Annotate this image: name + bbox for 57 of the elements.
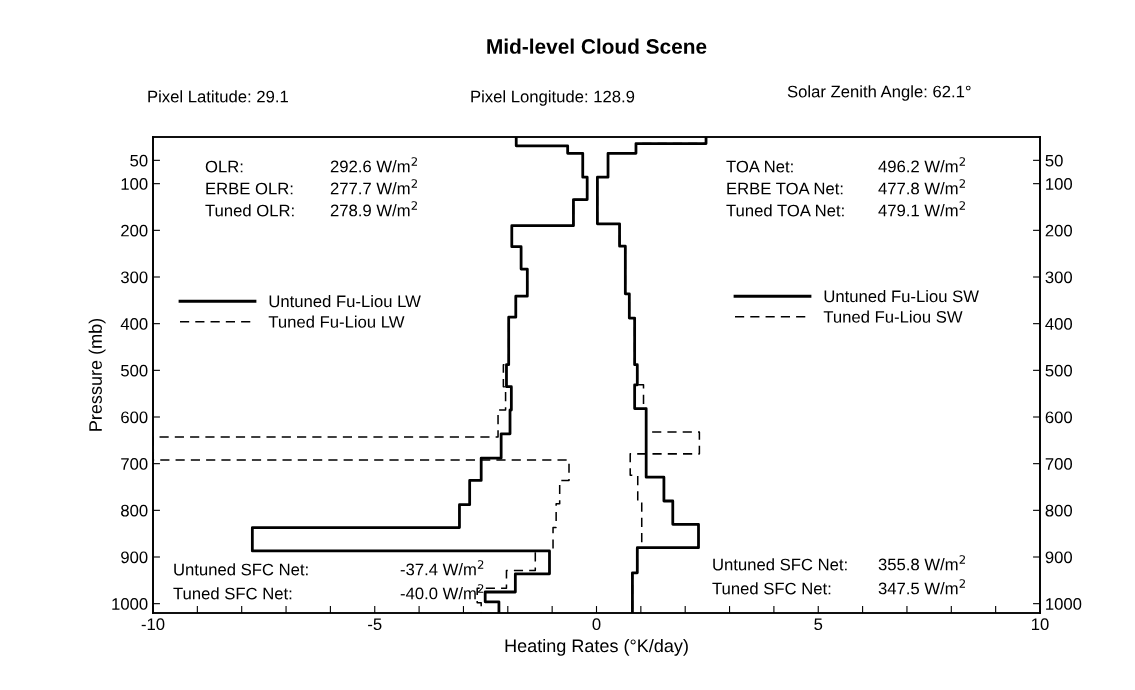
- legend-label: Tuned Fu-Liou SW: [823, 310, 963, 323]
- y-tick-label: 100: [121, 178, 148, 190]
- annotation: 355.8 W/m$^{2}$: [878, 555, 965, 571]
- annotation: 479.1 W/m$^{2}$: [878, 201, 965, 217]
- text: Pixel Longitude: 128.9: [471, 90, 635, 106]
- y2-tick-label: 500: [1045, 364, 1073, 377]
- y-axis-title: Pressure (mb): [88, 318, 106, 431]
- legend-label: Untuned Fu-Liou SW: [824, 290, 979, 303]
- y-tick-label: 200: [121, 224, 148, 237]
- chart-title: Mid-level Cloud Scene: [487, 38, 707, 54]
- annotation: 292.6 W/m$^{2}$: [330, 157, 417, 173]
- y-tick-label: 300: [120, 271, 148, 284]
- annotation: Untuned SFC Net:: [713, 558, 847, 571]
- annotation: 278.9 W/m$^{2}$: [330, 201, 417, 217]
- y2-tick-label: 900: [1045, 551, 1073, 564]
- y2-tick-label: 300: [1045, 271, 1073, 284]
- annotation: TOA Net:: [726, 160, 793, 173]
- x-tick-label: 0: [592, 618, 601, 631]
- y-tick-label: 1000: [112, 598, 148, 610]
- annotation: -40.0 W/m$^{2}$: [400, 584, 484, 600]
- annotation: ERBE OLR:: [206, 182, 293, 195]
- y2-tick-label: 50: [1045, 154, 1063, 167]
- x-tick-label: -10: [141, 618, 165, 631]
- annotation: Tuned SFC Net:: [173, 587, 292, 600]
- annotation: Tuned SFC Net:: [712, 582, 831, 595]
- x-tick-label: -5: [368, 618, 382, 631]
- y-tick-label: 400: [120, 318, 148, 330]
- y-tick-label: 50: [130, 154, 148, 167]
- text: Solar Zenith Angle: 62.1°: [787, 85, 971, 101]
- annotation: -37.4 W/m$^{2}$: [400, 560, 484, 576]
- annotation: Untuned SFC Net:: [174, 563, 308, 576]
- y-tick-label: 700: [121, 458, 148, 470]
- y2-tick-label: 600: [1045, 411, 1073, 424]
- legend-label: Untuned Fu-Liou LW: [269, 295, 421, 308]
- x-axis-title: Heating Rates (°K/day): [505, 638, 688, 656]
- y2-tick-label: 100: [1046, 178, 1073, 190]
- x-tick-label: 10: [1032, 618, 1049, 631]
- y2-tick-label: 200: [1045, 224, 1073, 237]
- annotation: ERBE TOA Net:: [727, 182, 843, 195]
- annotation: 347.5 W/m$^{2}$: [878, 579, 965, 595]
- y-tick-label: 800: [121, 504, 148, 517]
- annotation: 277.7 W/m$^{2}$: [330, 179, 417, 195]
- annotation: 496.2 W/m$^{2}$: [878, 157, 965, 173]
- y2-tick-label: 400: [1045, 318, 1073, 330]
- annotation: 477.8 W/m$^{2}$: [878, 179, 965, 195]
- legend-label: Tuned Fu-Liou LW: [268, 315, 405, 328]
- y2-tick-label: 700: [1045, 458, 1073, 470]
- text: Pixel Latitude: 29.1: [148, 90, 288, 103]
- y-tick-label: 500: [121, 364, 148, 377]
- y2-tick-label: 800: [1045, 504, 1073, 517]
- x-tick-label: 5: [814, 618, 823, 631]
- annotation: Tuned OLR:: [205, 204, 294, 217]
- y2-tick-label: 1000: [1046, 598, 1082, 610]
- y-tick-label: 600: [121, 411, 148, 424]
- y-tick-label: 900: [121, 551, 148, 564]
- annotation: Tuned TOA Net:: [726, 204, 844, 217]
- annotation: OLR:: [205, 160, 243, 173]
